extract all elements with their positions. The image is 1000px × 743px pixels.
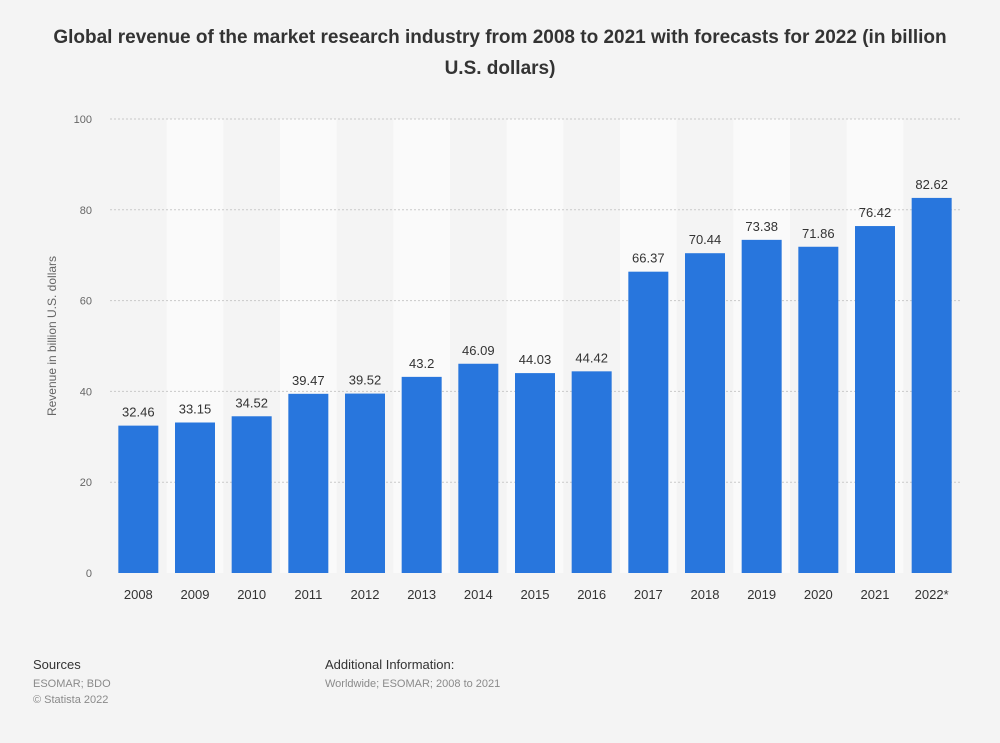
value-label: 73.38 [745, 219, 778, 234]
bar-2022* [911, 197, 952, 573]
bar-2019 [741, 239, 782, 573]
bar-2016 [571, 371, 612, 573]
bar-2021 [855, 226, 895, 573]
x-axis-ticks: 2008 2009 2010 2011 2012 2013 2014 2015 2016 2017… [124, 587, 949, 602]
value-label: 44.03 [519, 352, 552, 367]
x-tick-label: 2020 [804, 587, 833, 602]
bar-chart: 0 20 40 60 80 100 32.46 33.15 34.52 39.47 39.52 43… [45, 114, 960, 602]
additional-info-block: Additional Information: Worldwide; ESOMA… [325, 657, 500, 692]
x-tick-label: 2010 [237, 587, 266, 602]
bar-2017 [628, 271, 669, 573]
value-label: 76.42 [859, 205, 892, 220]
value-label: 33.15 [179, 401, 212, 416]
bar-2011 [288, 393, 329, 573]
x-tick-label: 2022* [915, 587, 949, 602]
y-tick-label: 20 [80, 477, 92, 489]
y-tick-label: 100 [74, 114, 92, 126]
x-tick-label: 2019 [747, 587, 776, 602]
y-tick-label: 60 [80, 296, 92, 308]
bar-2012 [345, 393, 385, 573]
sources-title: Sources [33, 657, 81, 672]
sources-line: ESOMAR; BDO [33, 678, 111, 690]
y-axis-ticks: 0 20 40 60 80 100 [74, 114, 92, 580]
x-tick-label: 2016 [577, 587, 606, 602]
additional-info-line: Worldwide; ESOMAR; 2008 to 2021 [325, 678, 501, 690]
x-tick-label: 2017 [634, 587, 663, 602]
x-tick-label: 2013 [407, 587, 436, 602]
value-label: 71.86 [802, 226, 835, 241]
bar-2008 [118, 425, 159, 573]
value-label: 70.44 [689, 232, 722, 247]
y-tick-label: 80 [80, 205, 92, 217]
x-tick-label: 2008 [124, 587, 153, 602]
value-label: 43.2 [409, 356, 434, 371]
bar-2015 [515, 373, 555, 573]
x-tick-label: 2014 [464, 587, 493, 602]
y-tick-label: 0 [86, 568, 92, 580]
additional-info-title: Additional Information: [325, 657, 455, 672]
value-labels: 32.46 33.15 34.52 39.47 39.52 43.2 46.09 44.03 4… [122, 177, 948, 420]
copyright-line: © Statista 2022 [33, 694, 109, 706]
value-label: 39.52 [349, 373, 382, 388]
x-tick-label: 2021 [861, 587, 890, 602]
bar-2018 [685, 253, 725, 573]
x-tick-label: 2011 [294, 587, 322, 602]
chart-title: Global revenue of the market research in… [53, 27, 947, 79]
value-label: 82.62 [915, 177, 948, 192]
bar-2010 [231, 416, 272, 573]
bar-2009 [175, 422, 215, 573]
value-label: 46.09 [462, 343, 495, 358]
bar-2014 [458, 363, 499, 573]
sources-block: Sources ESOMAR; BDO © Statista 2022 [33, 657, 111, 708]
x-tick-label: 2018 [691, 587, 720, 602]
value-label: 66.37 [632, 251, 665, 266]
value-label: 39.47 [292, 373, 325, 388]
value-label: 32.46 [122, 405, 155, 420]
x-tick-label: 2009 [181, 587, 210, 602]
x-tick-label: 2015 [521, 587, 550, 602]
x-tick-label: 2012 [351, 587, 380, 602]
value-label: 44.42 [575, 350, 608, 365]
bars [118, 197, 952, 573]
bar-2013 [401, 376, 442, 573]
y-tick-label: 40 [80, 386, 92, 398]
value-label: 34.52 [235, 395, 268, 410]
y-axis-label: Revenue in billion U.S. dollars [45, 256, 59, 416]
bar-2020 [798, 246, 839, 573]
